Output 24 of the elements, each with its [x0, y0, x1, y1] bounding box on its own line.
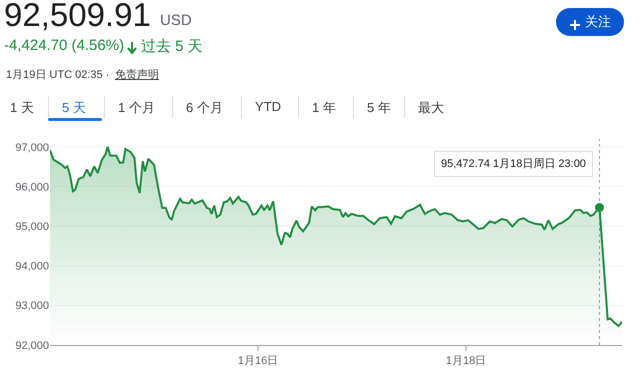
annotation: 95,472.74 1月18日周日 23:00	[441, 158, 586, 170]
text: YTD	[255, 99, 281, 114]
text: 免责声明	[115, 68, 159, 82]
text: USD	[160, 12, 192, 29]
text: 关注	[585, 13, 611, 31]
text: 5 年	[367, 99, 391, 117]
y-tick-label: 92,000	[15, 340, 49, 352]
x-tick-label: 1月16日	[238, 355, 278, 368]
y-tick-label: 96,000	[15, 181, 49, 194]
text: 5 天	[62, 99, 86, 117]
text: 1 天	[10, 99, 34, 117]
text: 6 个月	[186, 99, 223, 117]
text: 1 年	[312, 99, 336, 117]
chart-title: 92,509.91	[4, 0, 151, 34]
y-tick-label: 95,000	[15, 221, 49, 233]
text: 1月19日 UTC 02:35 ·	[6, 68, 110, 82]
text: 1 个月	[118, 99, 155, 117]
y-tick-label: 94,000	[15, 260, 49, 273]
y-tick-label: 93,000	[15, 300, 49, 312]
text: 过去 5 天	[141, 37, 203, 56]
x-tick-label: 1月18日	[446, 355, 486, 368]
text: 最大	[418, 99, 444, 117]
y-tick-label: 97,000	[15, 142, 49, 154]
chart-subtitle: -4,424.70 (4.56%)	[4, 37, 124, 54]
